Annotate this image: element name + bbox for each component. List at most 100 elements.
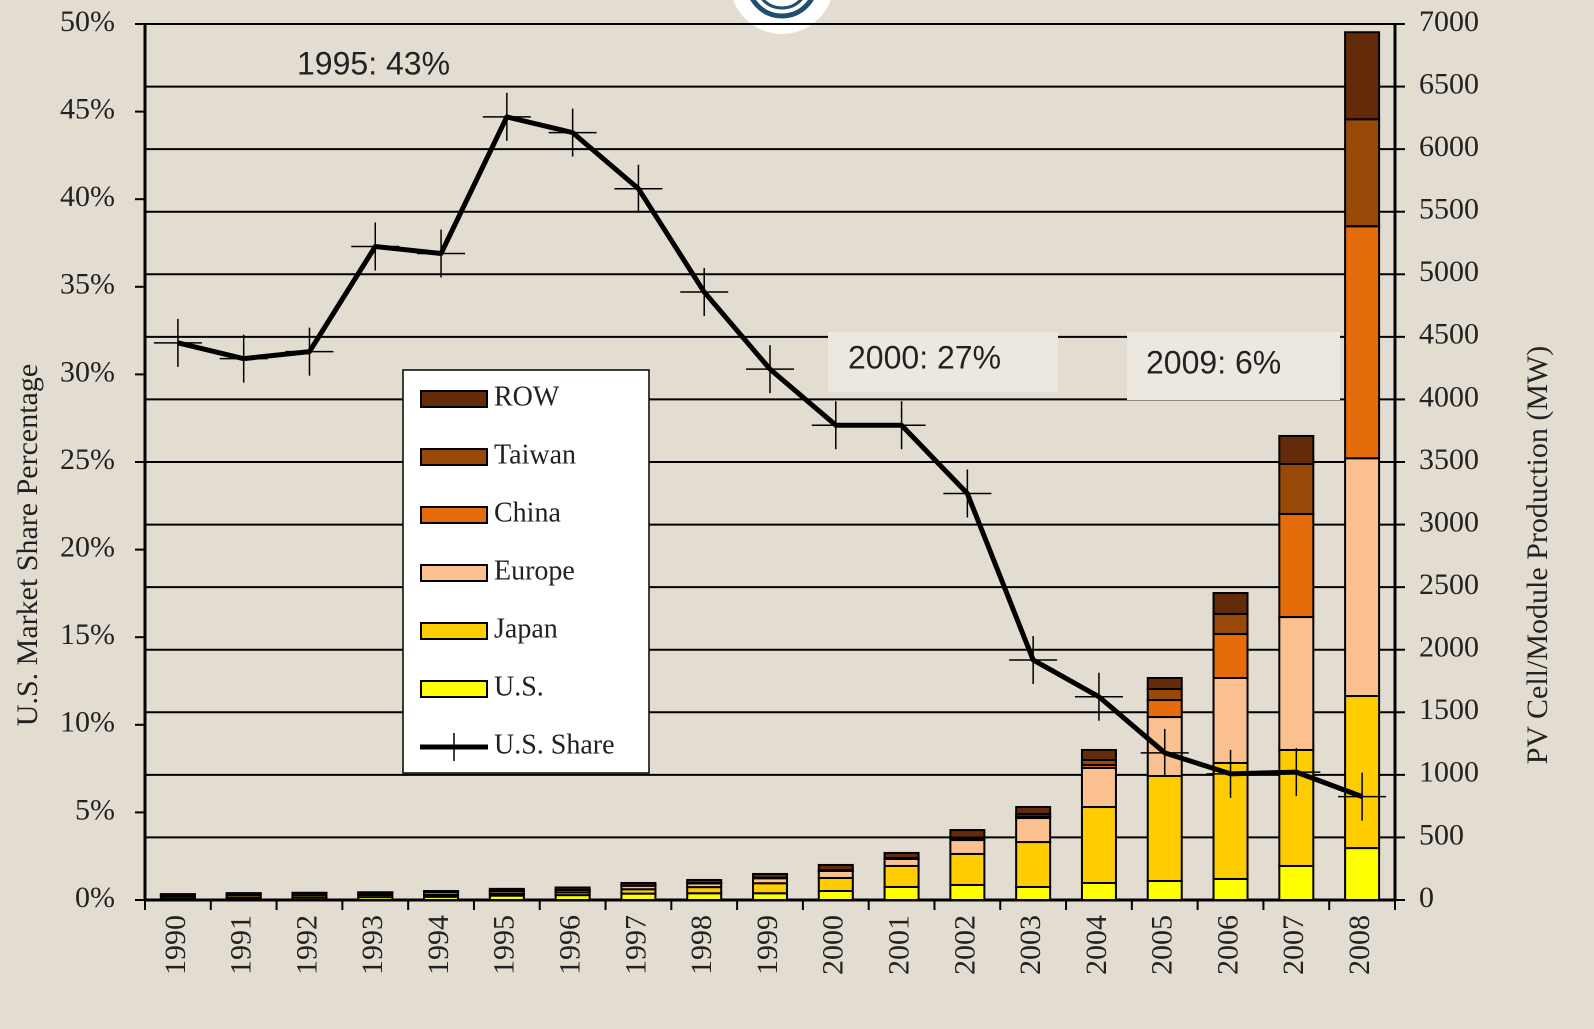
x-tick-label: 1998	[685, 915, 718, 975]
legend-swatch	[420, 622, 488, 640]
bar-segment	[1344, 847, 1381, 902]
bar-segment	[423, 889, 460, 893]
y-tick-label: 35%	[60, 268, 115, 301]
bar-segment	[357, 891, 394, 894]
y2-tick-label: 1000	[1419, 756, 1479, 789]
bar-segment	[949, 883, 986, 901]
y2-tick-label: 2500	[1419, 568, 1479, 601]
bar-segment	[1015, 817, 1052, 844]
marker	[417, 229, 466, 278]
bar-segment	[488, 887, 525, 892]
y2-tick-label: 3500	[1419, 443, 1479, 476]
bar-segment	[883, 885, 920, 902]
legend-label: U.S. Share	[494, 729, 615, 760]
x-tick-label: 2008	[1343, 915, 1376, 975]
bar-segment	[1146, 688, 1183, 702]
bar-segment	[1080, 881, 1117, 902]
marker	[548, 108, 597, 157]
marker	[219, 334, 268, 383]
marker	[1074, 672, 1123, 721]
x-tick-label: 1999	[751, 915, 784, 975]
bar-segment	[817, 863, 854, 872]
legend-swatch	[420, 448, 488, 466]
x-tick-label: 2006	[1211, 915, 1244, 975]
annotation: 1995: 43%	[297, 45, 450, 81]
marker	[811, 401, 860, 450]
x-tick-label: 1997	[619, 915, 652, 975]
x-tick-label: 2004	[1080, 915, 1113, 975]
y-tick-label: 15%	[60, 618, 115, 651]
bar-segment	[1015, 885, 1052, 902]
marker	[614, 164, 663, 213]
x-tick-label: 2000	[817, 915, 850, 975]
bar-segment	[1278, 616, 1315, 751]
bar-segment	[752, 872, 788, 879]
y-tick-label: 50%	[60, 5, 115, 38]
x-tick-label: 1996	[554, 915, 587, 975]
bar-segment	[1080, 748, 1117, 761]
bar-segment	[1344, 225, 1381, 460]
y2-tick-label: 4000	[1419, 380, 1479, 413]
bar-segment	[817, 889, 854, 901]
bar-segment	[949, 829, 986, 839]
legend-label: Japan	[494, 613, 558, 644]
marker	[943, 469, 992, 518]
legend-label: China	[494, 497, 561, 528]
x-tick-label: 2002	[948, 915, 981, 975]
y2-tick-label: 6000	[1419, 130, 1479, 163]
bar-segment	[883, 857, 920, 867]
legend-label: U.S.	[494, 671, 544, 702]
logo	[733, 0, 831, 34]
x-tick-label: 1992	[290, 915, 323, 975]
marker	[153, 318, 202, 367]
y2-tick-label: 2000	[1419, 631, 1479, 664]
legend-label: Taiwan	[494, 439, 576, 470]
y-tick-label: 0%	[75, 881, 115, 914]
y2-tick-label: 500	[1419, 818, 1464, 851]
annotation-box	[828, 332, 1058, 392]
y2-axis-title: PV Cell/Module Production (MW)	[1521, 346, 1554, 765]
bar-segment	[1212, 612, 1249, 635]
y-tick-label: 40%	[60, 180, 115, 213]
x-tick-label: 1994	[422, 915, 455, 975]
bar-segment	[1080, 766, 1117, 809]
bar-segment	[883, 851, 920, 859]
bar-segment	[1146, 699, 1183, 719]
bar-segment	[1212, 632, 1249, 679]
bar-segment	[1146, 676, 1183, 691]
bar-segment	[1080, 806, 1117, 884]
x-tick-label: 1993	[356, 915, 389, 975]
y2-tick-label: 5500	[1419, 193, 1479, 226]
bar-segment	[752, 892, 788, 902]
legend-swatch	[420, 390, 488, 408]
bar-segment	[620, 881, 657, 887]
y2-tick-label: 5000	[1419, 255, 1479, 288]
bar-segment	[817, 869, 854, 879]
legend-label: Europe	[494, 555, 575, 586]
legend-swatch	[420, 506, 488, 524]
marker	[351, 222, 400, 271]
bar-segment	[1344, 31, 1381, 121]
marker	[746, 345, 794, 394]
y-tick-label: 5%	[75, 793, 115, 826]
marker	[482, 92, 531, 141]
bar-segment	[1278, 434, 1315, 466]
y2-tick-label: 0	[1419, 881, 1434, 914]
bar-segment	[1212, 592, 1249, 615]
bar-segment	[1344, 118, 1381, 228]
legend-swatch	[420, 680, 488, 698]
y2-tick-label: 1500	[1419, 693, 1479, 726]
x-tick-label: 1991	[225, 915, 258, 975]
bar-segment	[1278, 463, 1315, 515]
bar-segment	[1015, 806, 1052, 816]
x-tick-label: 2001	[882, 915, 915, 975]
y-tick-label: 10%	[60, 706, 115, 739]
y2-tick-label: 3000	[1419, 505, 1479, 538]
x-tick-label: 2003	[1014, 915, 1047, 975]
bar-segment	[1212, 877, 1249, 902]
marker	[1206, 749, 1255, 798]
bar-segment	[949, 852, 986, 886]
legend: ROW Taiwan China Europe Japan U.S. U.S. Share	[402, 369, 650, 774]
bar-segment	[159, 893, 196, 896]
